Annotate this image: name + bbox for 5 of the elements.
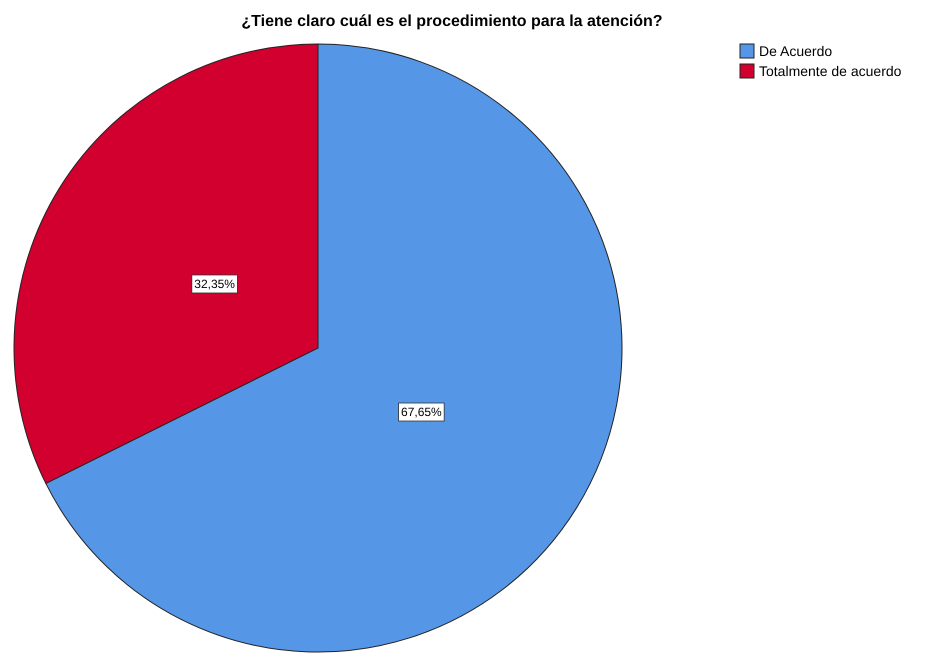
legend-label: De Acuerdo	[759, 43, 832, 59]
legend-label: Totalmente de acuerdo	[759, 63, 902, 79]
chart-title: ¿Tiene claro cuál es el procedimiento para la atención?	[241, 13, 663, 30]
data-label: 32,35%	[194, 276, 236, 291]
data-label: 67,65%	[401, 405, 442, 420]
